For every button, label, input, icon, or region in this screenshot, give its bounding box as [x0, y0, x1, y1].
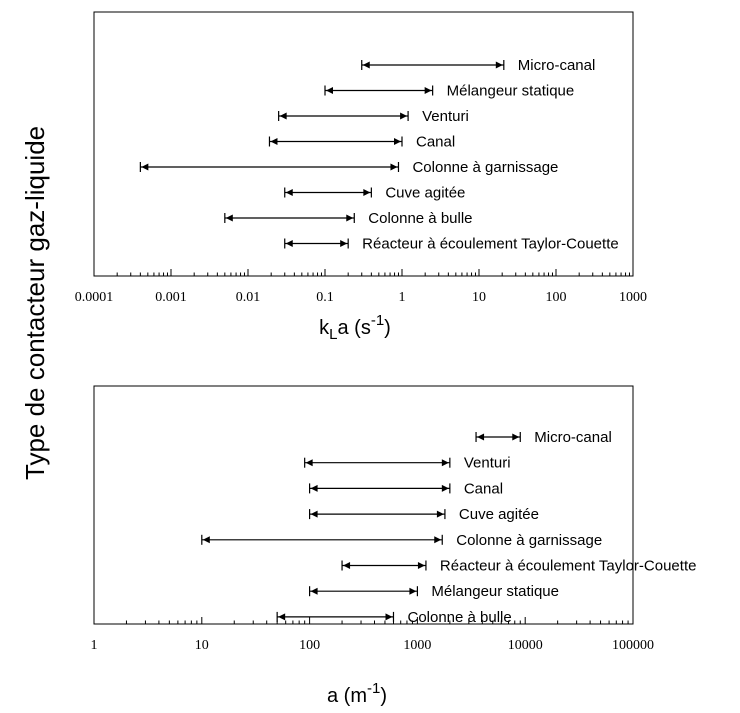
range-bar: Réacteur à écoulement Taylor-Couette — [284, 236, 619, 253]
arrow-head-left — [310, 510, 318, 518]
range-bar: Cuve agitée — [309, 506, 539, 523]
arrow-head-right — [512, 433, 520, 441]
x-tick-label: 10 — [472, 290, 486, 305]
arrow-head-left — [285, 240, 293, 247]
x-tick-label: 0.001 — [155, 290, 187, 305]
arrow-head-right — [424, 87, 432, 94]
chart-kla: 0.0001 0.001 0.01 0.1 1 10 100 1000 Micro-canal M… — [75, 11, 647, 343]
arrow-head-left — [278, 613, 286, 621]
arrow-head-right — [400, 112, 408, 120]
arrow-head-right — [441, 459, 449, 467]
x-tick-label: 0.0001 — [75, 290, 114, 305]
arrow-head-left — [202, 536, 210, 544]
chart-a: 1 10 100 1000 10000 100000 Micro-canal Venturi C… — [91, 385, 697, 707]
arrow-head-left — [310, 587, 318, 595]
range-bar: Cuve agitée — [284, 185, 465, 202]
arrow-head-left — [279, 112, 287, 120]
range-label: Réacteur à écoulement Taylor-Couette — [440, 558, 697, 575]
arrow-head-right — [390, 163, 398, 171]
x-tick-label: 1000 — [619, 290, 647, 305]
range-label: Cuve agitée — [459, 506, 539, 523]
range-bar: Colonne à bulle — [224, 210, 473, 227]
range-label: Colonne à bulle — [407, 609, 511, 626]
range-label: Venturi — [422, 108, 469, 125]
range-bar: Colonne à garnissage — [139, 159, 558, 176]
range-label: Colonne à bulle — [368, 210, 472, 227]
arrow-head-right — [340, 240, 348, 247]
plot-frame — [93, 11, 634, 277]
arrow-head-right — [394, 138, 401, 145]
range-bar: Canal — [268, 134, 455, 151]
arrow-head-left — [343, 562, 351, 569]
x-tick-label: 1 — [399, 290, 406, 305]
x-axis-title: kLa (s-1) — [319, 312, 391, 343]
range-label: Canal — [416, 134, 455, 151]
range-bar: Réacteur à écoulement Taylor-Couette — [341, 558, 697, 575]
x-tick-label: 100000 — [612, 638, 654, 653]
range-label: Cuve agitée — [385, 185, 465, 202]
arrow-head-left — [225, 214, 233, 222]
arrow-head-right — [417, 562, 425, 569]
range-label: Colonne à garnissage — [456, 532, 602, 549]
range-label: Mélangeur statique — [431, 583, 559, 600]
arrow-head-right — [409, 587, 417, 595]
x-tick-label: 10 — [195, 638, 209, 653]
plot-frame — [93, 385, 634, 625]
arrow-head-left — [270, 138, 278, 145]
range-bar: Canal — [309, 480, 503, 497]
arrow-head-left — [362, 61, 370, 69]
arrow-head-right — [385, 613, 393, 621]
arrow-head-right — [363, 189, 371, 196]
x-tick-label: 1 — [91, 638, 98, 653]
x-axis-title: a (m-1) — [327, 680, 387, 707]
range-bar: Venturi — [278, 108, 469, 125]
x-tick-label: 10000 — [508, 638, 543, 653]
arrow-head-left — [285, 189, 293, 196]
x-tick-label: 0.01 — [236, 290, 261, 305]
range-bar: Mélangeur statique — [309, 583, 559, 600]
range-bar: Colonne à bulle — [276, 609, 512, 626]
range-bar: Venturi — [304, 455, 511, 472]
y-axis-title: Type de contacteur gaz-liquide — [20, 126, 50, 480]
range-bar: Micro-canal — [475, 429, 612, 446]
range-bar: Colonne à garnissage — [201, 532, 602, 549]
range-label: Mélangeur statique — [447, 83, 575, 100]
arrow-head-left — [326, 87, 333, 94]
range-label: Réacteur à écoulement Taylor-Couette — [362, 236, 619, 253]
x-tick-label: 100 — [546, 290, 567, 305]
arrow-head-right — [441, 484, 449, 492]
x-tick-label: 100 — [299, 638, 320, 653]
arrow-head-left — [305, 459, 313, 467]
arrow-head-right — [434, 536, 442, 544]
range-label: Canal — [464, 480, 503, 497]
range-bar: Mélangeur statique — [324, 83, 575, 100]
arrow-head-right — [346, 214, 354, 222]
range-bar: Micro-canal — [361, 57, 596, 74]
range-label: Venturi — [464, 455, 511, 472]
range-label: Colonne à garnissage — [412, 159, 558, 176]
arrow-head-left — [310, 484, 318, 492]
x-tick-label: 1000 — [403, 638, 431, 653]
range-label: Micro-canal — [518, 57, 596, 74]
arrow-head-right — [436, 510, 444, 518]
arrow-head-left — [141, 163, 149, 171]
range-label: Micro-canal — [534, 429, 612, 446]
arrow-head-right — [495, 61, 503, 69]
arrow-head-left — [477, 433, 485, 441]
x-tick-label: 0.1 — [316, 290, 334, 305]
